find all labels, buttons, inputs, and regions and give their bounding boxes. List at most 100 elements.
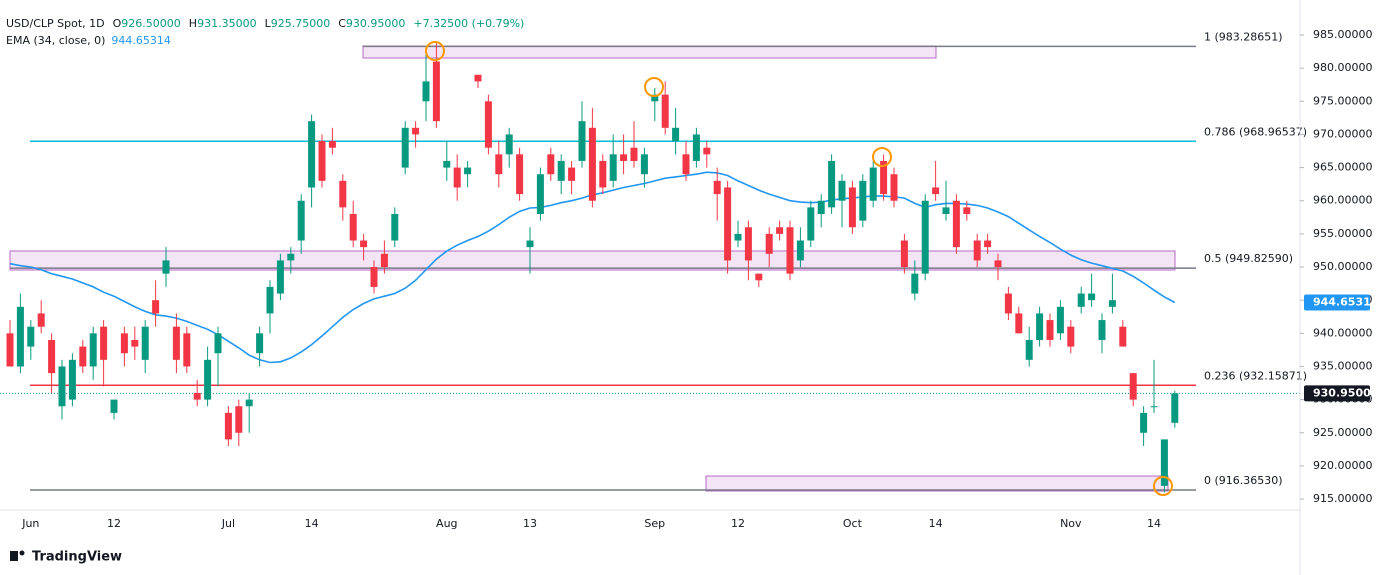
y-tick-label: 935.00000 [1313,359,1373,372]
candle-body [453,167,461,188]
ohlc-value: 926.50000 [121,17,181,30]
ohlc-key: H [189,17,197,30]
y-tick-label: 955.00000 [1313,227,1373,240]
header-line: USD/CLP Spot, 1D O926.50000 H931.35000 L925… [6,17,524,30]
candle-body [89,333,97,367]
candle-body [1119,326,1127,347]
candle-body [391,213,399,241]
candle-body [100,326,108,360]
y-tick-label: 940.00000 [1313,326,1373,339]
candle-body [848,187,856,228]
y-tick-label: 950.00000 [1313,260,1373,273]
candle-body [661,94,669,128]
candle-body [58,366,66,407]
y-tick-label: 980.00000 [1313,61,1373,74]
candle-body [183,333,191,367]
candle-body [911,273,919,294]
candle-body [141,326,149,360]
candle-body [588,127,596,201]
candle-body [214,333,222,354]
candle-body [900,240,908,268]
price-tag [1304,385,1370,402]
candle-body [703,147,711,155]
x-tick-label: 12 [107,517,121,530]
candle-body [79,346,87,367]
candle-body [952,200,960,248]
candle-body [339,180,347,208]
highlight-circle [644,77,664,97]
candle-body [505,134,513,155]
candle-body [796,240,804,261]
candle-body [630,147,638,161]
x-tick-label: Jul [221,517,235,530]
symbol: USD/CLP Spot, 1D [6,17,105,30]
candle-body [765,233,773,254]
candle-body [235,406,243,433]
x-tick-label: Nov [1060,517,1082,530]
candle-body [276,260,284,294]
candle-body [755,273,763,281]
fib-label: 1 (983.28651) [1204,30,1283,43]
fib-levels: 1 (983.28651) 0.786 (968.96537) 0.5 (949.8… [10,30,1307,491]
candle-body [152,300,160,314]
candle-body [838,180,846,201]
candle-body [245,399,253,407]
y-tick-label: 970.00000 [1313,127,1373,140]
fib-label: 0.786 (968.96537) [1204,125,1307,138]
highlights [425,41,1173,496]
candle-body [68,359,76,400]
candle-body [1108,300,1116,307]
candle-body [526,240,534,248]
candle-body [869,167,877,201]
x-tick-label: 12 [731,517,745,530]
ohlc-value: 931.35000 [197,17,257,30]
candle-body [672,127,680,142]
logo-mark [19,550,25,556]
price-tag-label: 944.65314 [1313,295,1379,308]
candle-body [224,412,232,440]
y-tick-label: 920.00000 [1313,459,1373,472]
candle-body [932,187,940,195]
ohlc-key: C [338,17,346,30]
ohlc-value: 925.75000 [271,17,331,30]
candle-body [880,160,888,195]
candle-body [328,141,336,148]
candle-body [547,154,555,175]
x-tick-label: Oct [843,517,863,530]
candle-body [609,154,617,181]
zone [362,45,937,59]
candle-body [162,260,170,274]
candles [6,41,1179,493]
candle-body [48,339,56,374]
candle-body [256,333,264,354]
x-tick-label: 13 [523,517,537,530]
highlight-circle [1153,476,1173,496]
candle-body [578,121,586,161]
candle-body [973,240,981,261]
candle-body [640,154,648,175]
logo: TradingView [10,550,122,565]
candle-body [599,160,607,188]
fib-label: 0.236 (932.15871) [1204,369,1307,382]
candle-body [380,253,388,268]
candle-body [859,180,867,221]
candle-body [536,174,544,214]
y-tick-label: 965.00000 [1313,161,1373,174]
candle-body [890,174,898,201]
candle-body [557,160,565,181]
change: +7.32500 (+0.79%) [413,17,524,30]
candle-body [942,207,950,214]
zone [705,475,1169,492]
candle-body [776,227,784,234]
candle-body [516,154,524,195]
zone [9,250,1176,271]
ema-legend: EMA (34, close, 0) 944.65314 [6,34,171,47]
candle-body [193,392,201,400]
candle-body [484,101,492,148]
candle-body [204,359,212,400]
candle-body [464,167,472,175]
candle-body [1067,326,1075,347]
candle-body [360,240,368,248]
candle-body [318,141,326,181]
